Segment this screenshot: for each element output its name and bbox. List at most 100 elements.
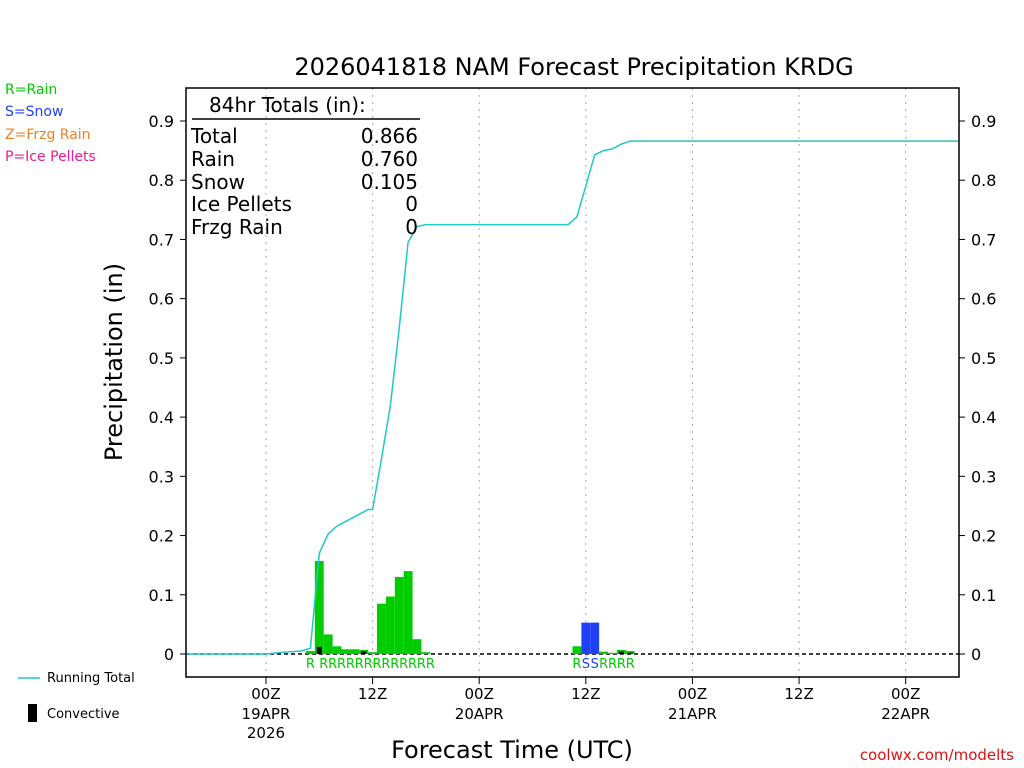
precip-type-label: R bbox=[346, 657, 355, 672]
precip-type-label: R bbox=[355, 657, 364, 672]
precip-type-label: R bbox=[408, 657, 417, 672]
y-tick-label-right: 0.9 bbox=[971, 112, 996, 131]
precip-bar bbox=[314, 561, 324, 654]
precip-type-label: R bbox=[426, 657, 435, 672]
precip-type-label: R bbox=[306, 657, 315, 672]
totals-heading: 84hr Totals (in): bbox=[209, 93, 366, 117]
y-tick-label-left: 0.4 bbox=[149, 408, 174, 427]
y-tick-label-right: 0.3 bbox=[971, 467, 996, 486]
running-total-legend-label: Running Total bbox=[47, 671, 135, 686]
y-tick-label-right: 0.2 bbox=[971, 527, 996, 546]
y-tick-label-left: 0.9 bbox=[149, 112, 174, 131]
precip-type-label: R bbox=[319, 657, 328, 672]
y-tick-label-right: 0 bbox=[971, 645, 981, 664]
precip-bar bbox=[581, 622, 591, 654]
x-tick-date: 21APR bbox=[668, 705, 717, 723]
x-tick-label: 00Z bbox=[465, 685, 494, 703]
precip-bar bbox=[599, 651, 609, 654]
precip-bar bbox=[341, 649, 351, 654]
precip-type-label: R bbox=[572, 657, 581, 672]
precip-bar bbox=[590, 622, 600, 654]
plot-frame bbox=[185, 87, 960, 678]
convective-bars bbox=[316, 646, 633, 654]
totals-rain-label: Rain bbox=[191, 147, 235, 171]
y-axis-ticks: 0 00.1 0.10.2 0.20.3 0.30.4 0.40.5 0.50.6 0.60.… bbox=[149, 112, 997, 664]
y-tick-label-left: 0.3 bbox=[149, 467, 174, 486]
y-tick-label-right: 0.6 bbox=[971, 290, 996, 309]
legend-frzg-rain: Z=Frzg Rain bbox=[5, 127, 91, 143]
legend-ice-pellets: P=Ice Pellets bbox=[5, 149, 96, 165]
totals-total-label: Total bbox=[190, 124, 238, 148]
precip-bar bbox=[608, 652, 617, 654]
convective-bar bbox=[618, 651, 624, 654]
legend-snow: S=Snow bbox=[5, 104, 64, 120]
y-tick-label-right: 0.7 bbox=[971, 230, 996, 249]
totals-frzg-value: 0 bbox=[405, 215, 418, 239]
y-tick-label-left: 0.5 bbox=[149, 349, 174, 368]
precip-type-label: R bbox=[337, 657, 346, 672]
legend-rain: R=Rain bbox=[5, 82, 58, 98]
totals-ice-label: Ice Pellets bbox=[191, 192, 292, 216]
y-tick-label-left: 0.2 bbox=[149, 527, 174, 546]
totals-ice-value: 0 bbox=[405, 192, 418, 216]
y-tick-label-right: 0.1 bbox=[971, 586, 996, 605]
precip-bar bbox=[385, 596, 395, 654]
x-tick-label: 00Z bbox=[678, 685, 707, 703]
y-tick-label-right: 0.5 bbox=[971, 349, 996, 368]
totals-snow-label: Snow bbox=[191, 170, 245, 194]
totals-frzg-label: Frzg Rain bbox=[191, 215, 283, 239]
precip-bar bbox=[377, 603, 386, 654]
convective-bar bbox=[316, 646, 322, 654]
convective-legend-label: Convective bbox=[47, 707, 120, 722]
precip-type-label: R bbox=[364, 657, 373, 672]
precip-type-label: R bbox=[599, 657, 608, 672]
y-tick-label-right: 0.4 bbox=[971, 408, 996, 427]
x-tick-label: 12Z bbox=[571, 685, 600, 703]
convective-bar bbox=[361, 651, 367, 654]
x-tick-date: 20APR bbox=[455, 705, 504, 723]
precip-bar bbox=[350, 649, 360, 654]
y-tick-label-left: 0 bbox=[164, 645, 174, 664]
precip-bar bbox=[332, 646, 342, 654]
precip-bar bbox=[305, 651, 315, 654]
precip-type-label: S bbox=[582, 657, 590, 672]
precip-bar bbox=[403, 571, 413, 654]
precip-type-label: R bbox=[328, 657, 337, 672]
totals-rain-value: 0.760 bbox=[361, 147, 418, 171]
precip-type-label: S bbox=[591, 657, 599, 672]
x-tick-date: 22APR bbox=[881, 705, 930, 723]
precip-type-label: R bbox=[390, 657, 399, 672]
precip-type-label: R bbox=[608, 657, 617, 672]
convective-bar bbox=[627, 652, 633, 654]
precip-bar bbox=[572, 646, 582, 654]
x-tick-year: 2026 bbox=[247, 724, 285, 742]
precip-type-label: R bbox=[417, 657, 426, 672]
precip-bar bbox=[421, 652, 431, 654]
precip-type-label: R bbox=[381, 657, 390, 672]
precip-bar bbox=[394, 577, 404, 654]
y-tick-label-left: 0.1 bbox=[149, 586, 174, 605]
y-tick-label-right: 0.8 bbox=[971, 171, 996, 190]
precip-type-label: R bbox=[617, 657, 626, 672]
precip-type-label: R bbox=[373, 657, 382, 672]
totals-box: 84hr Totals (in): Total 0.866 Rain 0.760… bbox=[190, 93, 420, 239]
convective-legend-swatch bbox=[28, 704, 37, 722]
y-tick-label-left: 0.8 bbox=[149, 171, 174, 190]
precip-bar bbox=[625, 651, 635, 654]
watermark: coolwx.com/modelts bbox=[860, 746, 1014, 764]
precip-bar bbox=[368, 652, 378, 654]
precip-bar bbox=[323, 634, 333, 654]
x-tick-date: 19APR bbox=[242, 705, 291, 723]
x-tick-label: 00Z bbox=[251, 685, 280, 703]
y-tick-label-left: 0.7 bbox=[149, 230, 174, 249]
chart-title: 2026041818 NAM Forecast Precipitation KR… bbox=[294, 53, 853, 81]
x-tick-label: 12Z bbox=[358, 685, 387, 703]
running-total-line bbox=[186, 140, 959, 655]
totals-snow-value: 0.105 bbox=[361, 170, 418, 194]
x-tick-label: 12Z bbox=[784, 685, 813, 703]
precip-type-label: R bbox=[399, 657, 408, 672]
totals-total-value: 0.866 bbox=[361, 124, 418, 148]
